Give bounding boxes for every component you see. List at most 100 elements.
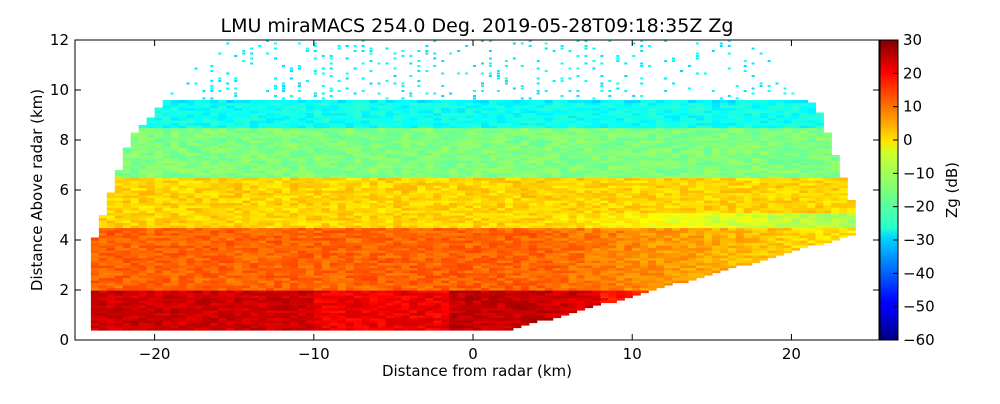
reflectivity-cell [624, 242, 633, 246]
reflectivity-cell [202, 225, 211, 229]
reflectivity-cell [528, 252, 538, 256]
reflectivity-cell [130, 270, 140, 274]
reflectivity-cell [584, 217, 594, 221]
reflectivity-cell [242, 227, 251, 231]
reflectivity-cell [520, 270, 530, 274]
reflectivity-cell [154, 215, 164, 219]
reflectivity-cell [337, 190, 347, 194]
reflectivity-cell [672, 262, 681, 266]
reflectivity-cell [385, 197, 395, 201]
reflectivity-cell [98, 245, 108, 249]
reflectivity-cell [584, 282, 594, 286]
reflectivity-cell [425, 295, 434, 299]
reflectivity-cell [640, 222, 649, 226]
reflectivity-cell [218, 225, 227, 229]
reflectivity-cell [329, 207, 339, 211]
reflectivity-cell [433, 287, 442, 291]
reflectivity-cell [496, 302, 506, 306]
reflectivity-cell [823, 220, 832, 224]
reflectivity-cell [512, 290, 522, 294]
reflectivity-cell [274, 305, 283, 309]
reflectivity-cell [449, 210, 458, 214]
reflectivity-cell [473, 200, 482, 204]
reflectivity-cell [297, 260, 307, 264]
reflectivity-cell [672, 195, 681, 199]
reflectivity-cell [608, 275, 617, 279]
reflectivity-cell [775, 212, 785, 216]
reflectivity-cell [242, 202, 251, 206]
reflectivity-cell [122, 245, 132, 249]
reflectivity-cell [727, 190, 737, 194]
reflectivity-cell [640, 270, 649, 274]
reflectivity-cell [417, 197, 426, 201]
reflectivity-cell [815, 237, 824, 241]
reflectivity-cell [289, 207, 299, 211]
reflectivity-cell [218, 232, 227, 236]
reflectivity-cell [520, 210, 530, 214]
reflectivity-cell [361, 207, 371, 211]
reflectivity-cell [385, 222, 395, 226]
reflectivity-cell [560, 282, 570, 286]
reflectivity-cell [98, 222, 108, 226]
reflectivity-cell [743, 250, 753, 254]
reflectivity-cell [234, 215, 243, 219]
reflectivity-cell [640, 202, 649, 206]
reflectivity-cell [433, 212, 442, 216]
reflectivity-cell [512, 180, 522, 184]
reflectivity-cell [616, 195, 625, 199]
reflectivity-cell [250, 260, 259, 264]
reflectivity-cell [719, 207, 729, 211]
reflectivity-cell [703, 180, 713, 184]
reflectivity-cell [592, 227, 601, 231]
reflectivity-cell [146, 257, 156, 261]
reflectivity-cell [345, 215, 355, 219]
reflectivity-cell [313, 192, 323, 196]
reflectivity-cell [672, 267, 681, 271]
reflectivity-cell [218, 185, 227, 189]
reflectivity-cell [345, 207, 355, 211]
reflectivity-cell [632, 277, 641, 281]
reflectivity-cell [719, 260, 729, 264]
reflectivity-cell [473, 182, 482, 186]
reflectivity-cell [114, 280, 124, 284]
reflectivity-cell [465, 267, 474, 271]
reflectivity-cell [154, 325, 164, 329]
reflectivity-cell [449, 182, 458, 186]
reflectivity-cell [194, 252, 203, 256]
reflectivity-cell [369, 267, 379, 271]
reflectivity-cell [90, 315, 100, 319]
reflectivity-cell [210, 265, 219, 269]
reflectivity-cell [743, 222, 753, 226]
reflectivity-cell [481, 327, 490, 331]
reflectivity-cell [823, 230, 832, 234]
reflectivity-cell [823, 217, 832, 221]
reflectivity-cell [170, 245, 180, 249]
reflectivity-cell [552, 245, 562, 249]
reflectivity-cell [528, 295, 538, 299]
reflectivity-cell [130, 237, 140, 241]
reflectivity-cell [600, 255, 609, 259]
reflectivity-cell [672, 202, 681, 206]
reflectivity-cell [361, 232, 371, 236]
reflectivity-cell [178, 230, 188, 234]
reflectivity-cell [433, 270, 442, 274]
reflectivity-cell [345, 240, 355, 244]
reflectivity-cell [711, 237, 721, 241]
reflectivity-cell [313, 227, 323, 231]
reflectivity-cell [520, 180, 530, 184]
reflectivity-cell [202, 302, 211, 306]
reflectivity-cell [640, 210, 649, 214]
reflectivity-cell [592, 277, 601, 281]
reflectivity-cell [154, 217, 164, 221]
reflectivity-cell [664, 280, 673, 284]
reflectivity-cell [274, 247, 283, 251]
reflectivity-cell [727, 210, 737, 214]
reflectivity-cell [584, 200, 594, 204]
reflectivity-cell [735, 227, 745, 231]
reflectivity-cell [234, 227, 243, 231]
reflectivity-cell [337, 275, 347, 279]
reflectivity-cell [369, 322, 379, 326]
reflectivity-cell [791, 237, 800, 241]
reflectivity-cell [584, 287, 594, 291]
reflectivity-cell [616, 200, 625, 204]
